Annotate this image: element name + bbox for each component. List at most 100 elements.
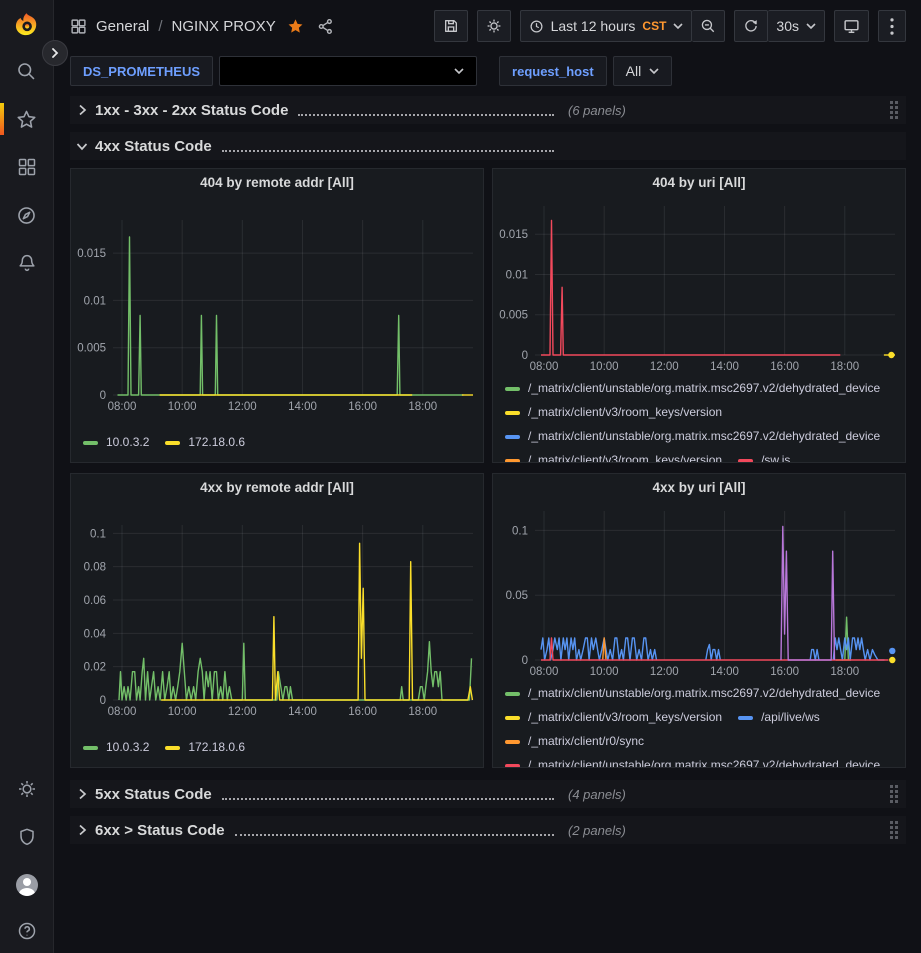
svg-text:0.04: 0.04 [84,628,107,640]
sidebar-item-help[interactable] [0,909,54,953]
legend-swatch [83,745,98,750]
sidebar-item-search[interactable] [0,47,54,95]
legend-swatch [505,434,520,439]
breadcrumb-dashboard-title[interactable]: NGINX PROXY [171,17,276,35]
svg-text:16:00: 16:00 [770,361,799,373]
panel-title[interactable]: 4xx by uri [All] [652,480,746,495]
dashboard-toolbar: Last 12 hours CST [433,10,906,42]
legend-label: 172.18.0.6 [188,435,246,449]
row-title: 6xx > Status Code [95,821,225,839]
legend-item[interactable]: /api/live/ws [738,709,820,726]
sidebar-item-configuration[interactable] [0,765,54,813]
legend-label: /_matrix/client/r0/sync [528,734,645,748]
svg-text:10:00: 10:00 [168,706,197,718]
caret-down-icon [454,67,464,74]
legend-item[interactable]: 10.0.3.2 [83,739,149,756]
sidebar-item-profile[interactable] [0,861,54,909]
legend-label: 172.18.0.6 [188,740,246,754]
legend-label: /_matrix/client/v3/room_keys/version [528,405,723,419]
legend-item[interactable]: /_matrix/client/v3/room_keys/version [505,452,722,462]
sidebar-item-starred[interactable] [0,95,54,143]
time-range-picker[interactable]: Last 12 hours CST [519,10,693,42]
grafana-logo[interactable] [13,12,40,39]
timezone-label: CST [642,19,667,33]
row-drag-handle[interactable] [890,785,898,803]
legend-swatch [505,386,520,391]
time-series-chart[interactable]: 08:00 10:00 12:00 14:00 16:00 18:00 0 0.02 0.04 0… [71,501,483,735]
legend-item[interactable]: /sw.js [738,452,790,462]
legend-item[interactable]: /_matrix/client/v3/room_keys/version [505,404,722,421]
bell-icon [18,254,35,272]
legend-label: /_matrix/client/v3/room_keys/version [528,710,723,724]
dashboard-menu-button[interactable] [878,10,906,42]
legend-swatch [505,715,520,720]
dashboard-body: 1xx - 3xx - 2xx Status Code (6 panels) 4… [70,96,906,844]
breadcrumb-separator: / [158,17,163,35]
svg-text:0.1: 0.1 [512,525,528,537]
time-series-chart[interactable]: 08:00 10:00 12:00 14:00 16:00 18:00 0 0.05 0.1 [493,501,905,681]
variables-row: DS_PROMETHEUS request_host All [70,52,906,90]
sidebar-item-server-admin[interactable] [0,813,54,861]
legend-swatch [505,410,520,415]
time-series-chart[interactable]: 08:00 10:00 12:00 14:00 16:00 18:00 0 0.005 0.01… [71,196,483,430]
caret-down-icon [673,22,683,29]
panel-legend: /_matrix/client/unstable/org.matrix.msc2… [493,376,905,462]
svg-text:14:00: 14:00 [288,401,317,413]
time-series-chart[interactable]: 08:00 10:00 12:00 14:00 16:00 18:00 0 0.005 0.01… [493,196,905,376]
share-icon[interactable] [317,18,334,35]
datasource-variable-label[interactable]: DS_PROMETHEUS [70,56,214,86]
star-icon [17,110,36,128]
caret-down-icon [649,67,659,74]
tv-mode-button[interactable] [834,10,869,42]
datasource-variable-dropdown[interactable] [219,56,478,86]
row-header-5xx[interactable]: 5xx Status Code (4 panels) [70,780,906,808]
row-drag-handle[interactable] [890,101,898,119]
row-header-6xx[interactable]: 6xx > Status Code (2 panels) [70,816,906,844]
row-drag-handle[interactable] [890,821,898,839]
breadcrumb: General / NGINX PROXY [70,18,334,35]
search-icon [18,62,35,79]
legend-item[interactable]: 172.18.0.6 [165,739,245,756]
legend-item[interactable]: 172.18.0.6 [165,434,245,451]
zoom-out-time-button[interactable] [692,10,726,42]
panels-count: (2 panels) [568,822,626,838]
sidebar-item-dashboards[interactable] [0,143,54,191]
sidebar-item-alerting[interactable] [0,239,54,287]
sidebar-expand-button[interactable] [42,40,68,66]
dashboard-settings-button[interactable] [476,10,511,42]
caret-down-icon [806,22,816,29]
legend-item[interactable]: /_matrix/client/unstable/org.matrix.msc2… [505,757,880,767]
svg-text:12:00: 12:00 [650,666,679,678]
request-host-value-text: All [625,63,642,79]
legend-item[interactable]: /_matrix/client/v3/room_keys/version [505,709,722,726]
time-range-label: Last 12 hours [550,18,636,34]
legend-item[interactable]: 10.0.3.2 [83,434,149,451]
breadcrumb-section[interactable]: General [96,17,150,35]
panel-legend: /_matrix/client/unstable/org.matrix.msc2… [493,681,905,767]
grafana-logo-icon [15,13,37,36]
panel-title[interactable]: 404 by uri [All] [652,175,746,190]
avatar [15,874,38,896]
svg-text:18:00: 18:00 [408,706,437,718]
panel-title[interactable]: 404 by remote addr [All] [200,175,354,190]
legend-item[interactable]: /_matrix/client/unstable/org.matrix.msc2… [505,380,880,397]
save-dashboard-button[interactable] [433,10,468,42]
dotted-leader [298,105,554,116]
sidebar-item-explore[interactable] [0,191,54,239]
refresh-button[interactable] [734,10,769,42]
svg-text:0.02: 0.02 [84,662,106,674]
refresh-interval-picker[interactable]: 30s [768,10,825,42]
request-host-variable-label[interactable]: request_host [499,56,607,86]
panels-count: (4 panels) [568,786,626,802]
legend-label: 10.0.3.2 [106,435,150,449]
row-header-4xx[interactable]: 4xx Status Code [70,132,906,160]
chevron-right-icon [52,48,59,58]
favorite-star-icon[interactable] [287,18,304,35]
legend-item[interactable]: /_matrix/client/unstable/org.matrix.msc2… [505,685,880,702]
panel-title[interactable]: 4xx by remote addr [All] [200,480,354,495]
legend-item[interactable]: /_matrix/client/unstable/org.matrix.msc2… [505,428,880,445]
row-header-1xx-3xx-2xx[interactable]: 1xx - 3xx - 2xx Status Code (6 panels) [70,96,906,124]
request-host-variable-dropdown[interactable]: All [612,56,673,86]
legend-item[interactable]: /_matrix/client/r0/sync [505,733,644,750]
row-title: 4xx Status Code [95,137,212,155]
